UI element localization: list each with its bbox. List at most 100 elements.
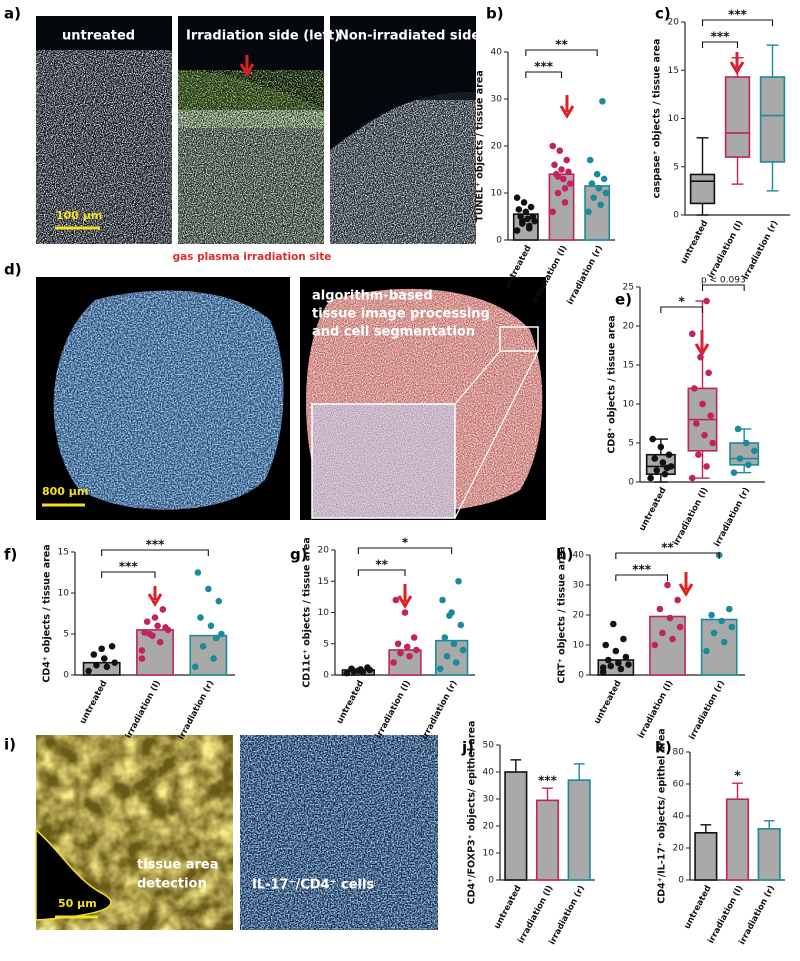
data-point	[450, 640, 458, 648]
data-point	[218, 630, 225, 638]
y-tick-label: 15	[58, 548, 69, 558]
box	[759, 76, 786, 163]
x-tick-label: untreated	[637, 486, 668, 533]
y-tick-label: 20	[318, 546, 330, 556]
y-tick-label: 0	[578, 671, 584, 681]
data-point	[708, 611, 715, 619]
significance-label: ***	[538, 774, 558, 788]
y-axis-label: TUNEL⁺ objects / tissue area	[475, 70, 486, 222]
y-tick-label: 0	[678, 876, 684, 886]
data-point	[659, 459, 667, 466]
data-point	[625, 661, 632, 668]
y-tick-label: 40	[573, 551, 585, 561]
data-point	[410, 634, 418, 641]
data-point	[563, 156, 571, 164]
image-title: Irradiation side (left)	[186, 29, 340, 44]
data-point	[526, 224, 533, 232]
data-point	[666, 614, 674, 622]
image-text: detection	[137, 877, 207, 892]
zoom-box	[499, 326, 539, 352]
data-point	[556, 147, 564, 154]
bar	[567, 779, 591, 881]
significance-label: *	[402, 536, 409, 550]
scale-label: 50 µm	[58, 897, 97, 910]
y-axis-label: CD4⁺/IL-17⁺ objects/ epithel area	[657, 728, 668, 903]
positive-cells	[240, 735, 438, 930]
data-point	[669, 635, 676, 643]
data-point	[703, 297, 710, 305]
data-point	[659, 629, 666, 637]
data-point	[355, 667, 362, 674]
panel-label: j)	[461, 739, 474, 757]
data-point	[441, 634, 449, 641]
y-tick-label: 15	[318, 577, 329, 587]
data-point	[651, 455, 659, 462]
data-point	[554, 173, 562, 180]
box	[689, 173, 716, 205]
arrow	[397, 584, 413, 609]
data-point	[602, 189, 610, 197]
bar	[535, 799, 560, 881]
data-point	[397, 649, 404, 657]
panel-label: b)	[486, 5, 504, 23]
data-point	[519, 217, 526, 225]
data-point	[364, 664, 371, 671]
data-point	[742, 439, 750, 447]
y-tick-label: 40	[483, 768, 495, 778]
data-point	[622, 653, 630, 661]
data-point	[674, 596, 681, 604]
data-point	[549, 142, 557, 150]
data-point	[565, 168, 572, 176]
image-text: algorithm-based	[312, 289, 433, 304]
data-point	[597, 201, 604, 209]
data-point	[558, 166, 565, 173]
significance-label: p < 0.093	[701, 276, 746, 286]
box	[724, 76, 751, 158]
y-tick-label: 5	[673, 162, 679, 172]
image-text: IL-17⁺/CD4⁺ cells	[252, 878, 374, 893]
data-point	[585, 208, 592, 216]
data-point	[151, 614, 159, 621]
data-point	[406, 652, 413, 660]
y-tick-label: 50	[483, 741, 495, 751]
significance-bracket	[615, 552, 720, 559]
data-point	[513, 227, 521, 234]
arrow	[239, 55, 255, 77]
x-tick-label: irradiation (r)	[547, 884, 587, 947]
data-point	[647, 474, 654, 482]
y-tick-label: 25	[623, 283, 634, 293]
data-point	[191, 663, 199, 671]
y-axis-label: CD8⁺ objects / tissue area	[607, 315, 618, 453]
data-point	[595, 185, 603, 192]
data-point	[197, 614, 204, 621]
significance-label: ***	[534, 60, 554, 74]
y-tick-label: 10	[483, 849, 495, 859]
x-tick-label: irradiation (l)	[530, 244, 569, 306]
panel-label: a)	[4, 5, 21, 23]
data-point	[141, 629, 148, 636]
y-tick-label: 10	[573, 641, 585, 651]
x-tick-label: untreated	[78, 679, 109, 726]
image-text: tissue area	[137, 858, 219, 873]
bar	[82, 661, 121, 676]
y-tick-label: 10	[318, 608, 330, 618]
y-tick-label: 10	[491, 189, 503, 199]
bar	[757, 827, 781, 881]
zoom-line	[454, 350, 539, 519]
panel-label: e)	[615, 291, 632, 309]
arrow	[147, 586, 163, 607]
data-point	[513, 194, 521, 201]
data-point	[559, 175, 567, 183]
significance-bracket	[357, 547, 453, 554]
background	[330, 16, 476, 150]
image-text: tissue image processing	[312, 307, 490, 322]
scale-label: 800 µm	[42, 485, 88, 498]
significance-label: **	[375, 558, 388, 572]
data-point	[588, 180, 596, 187]
data-point	[529, 213, 537, 220]
significance-label: ***	[728, 8, 748, 22]
data-point	[728, 623, 736, 631]
image-title: untreated	[62, 29, 135, 44]
data-point	[590, 194, 597, 201]
